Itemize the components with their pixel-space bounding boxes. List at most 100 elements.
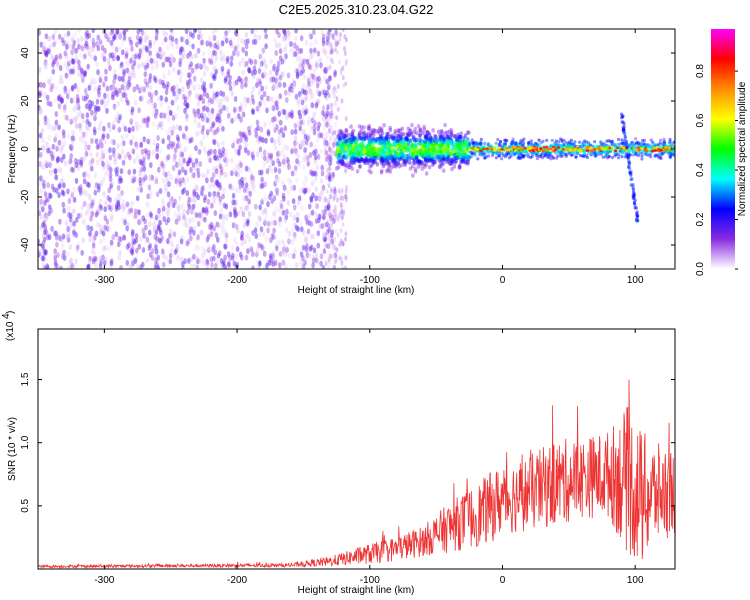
spectrogram-cell — [55, 263, 59, 269]
spectrogram-cell — [131, 240, 135, 247]
spectrogram-cell — [232, 167, 236, 174]
spectrogram-cell — [201, 259, 206, 266]
spectrogram-cell — [62, 107, 67, 114]
spectrogram-cell — [189, 80, 193, 87]
spectrogram-cell — [123, 92, 128, 99]
spectrogram-cell — [301, 229, 306, 236]
spectrogram-cell — [239, 254, 244, 261]
spectrogram-cell — [233, 45, 238, 52]
spectrogram-cell — [402, 161, 407, 166]
spectrogram-cell — [122, 34, 127, 41]
spectrogram-cell — [73, 117, 77, 124]
spectrogram-cell — [349, 162, 353, 168]
spectrogram-cell — [170, 99, 175, 106]
spectrogram-cell — [214, 168, 219, 175]
spectrogram-cell — [326, 35, 330, 42]
spectrogram-cell — [231, 142, 235, 149]
spectrogram-cell — [325, 32, 329, 38]
spectrogram-cell — [287, 90, 292, 97]
spectrogram-cell — [146, 153, 151, 160]
spectrogram-cell — [310, 52, 315, 59]
spectrogram-cell — [66, 236, 71, 243]
spectrogram-cell — [640, 142, 644, 146]
spectrogram-cell — [288, 165, 293, 171]
spectrogram-cell — [183, 258, 187, 265]
spectrogram-cell — [335, 32, 339, 37]
spectrogram-cell — [311, 124, 315, 131]
spectrogram-cell — [297, 120, 302, 127]
spectrogram-cell — [276, 151, 280, 157]
spectrogram-cell — [94, 106, 98, 113]
spectrogram-cell — [289, 82, 294, 89]
spectrogram-cell — [79, 51, 83, 58]
spectrogram-cell — [257, 68, 262, 74]
spectrogram-cell — [99, 255, 104, 261]
spectrogram-cell — [224, 154, 228, 161]
spectrogram-cell — [255, 119, 260, 126]
spectrogram-cell — [216, 181, 220, 188]
spectrogram-cell — [130, 200, 134, 207]
spectrogram-cell — [238, 130, 242, 137]
spectrogram-cell — [212, 75, 217, 82]
spectrogram-cell — [559, 150, 563, 154]
spectrogram-cell — [170, 85, 174, 92]
spectrogram-cell — [152, 39, 157, 46]
spectrogram-cell — [85, 112, 90, 119]
spectrogram-cell — [466, 161, 470, 166]
spectrogram-cell — [165, 129, 170, 136]
spectrogram-cell — [249, 59, 254, 66]
spectrogram-cell — [283, 185, 288, 192]
spectrogram-cell — [312, 111, 317, 118]
spectrogram-cell — [334, 88, 338, 94]
spectrogram-cell — [65, 233, 70, 240]
spectrogram-cell — [238, 179, 242, 185]
spectrogram-cell — [203, 105, 207, 111]
spectrogram-cell — [128, 59, 133, 66]
spectrogram-cell — [175, 88, 180, 95]
spectrogram-cell — [76, 104, 81, 111]
spectrogram-cell — [294, 149, 299, 156]
spectrogram-cell — [302, 89, 307, 96]
spectrogram-cell — [111, 84, 116, 91]
spectrogram-cell — [257, 261, 262, 267]
spectrogram-cell — [287, 164, 291, 171]
spectrogram-cell — [75, 244, 80, 251]
spectrogram-cell — [55, 60, 59, 67]
spectrogram-cell — [209, 256, 214, 263]
spectrogram-cell — [282, 143, 287, 150]
spectrogram-cell — [129, 207, 134, 214]
spectrogram-cell — [90, 211, 94, 218]
spectrogram-cell — [93, 55, 98, 62]
spectrogram-cell — [155, 235, 159, 242]
spectrogram-cell — [224, 203, 229, 210]
spectrogram-cell — [174, 113, 178, 119]
spectrogram-cell — [38, 152, 41, 159]
spectrogram-cell — [126, 221, 130, 228]
spectrogram-cell — [125, 51, 129, 58]
spectrogram-cell — [171, 124, 176, 131]
spectrogram-cell — [156, 124, 160, 130]
spectrogram-cell — [186, 72, 191, 79]
spectrogram-cell — [560, 144, 564, 148]
spectrogram-cell — [162, 169, 166, 176]
spectrogram-cell — [205, 258, 209, 265]
spectrogram-cell — [305, 75, 310, 82]
spectrogram-cell — [249, 246, 254, 253]
spectrogram-cell — [95, 209, 100, 216]
spectrogram-cell — [340, 240, 344, 246]
spectrogram-cell — [219, 166, 224, 173]
spectrogram-cell — [277, 42, 282, 49]
spectrogram-cell — [183, 220, 187, 227]
spectrogram-cell — [273, 219, 277, 226]
spectrogram-cell — [444, 153, 448, 158]
spectrogram-cell — [266, 95, 270, 102]
spectrogram-cell — [231, 42, 235, 49]
spectrogram-cell — [449, 131, 453, 137]
spectrogram-cell — [272, 195, 277, 202]
spectrogram-cell — [159, 237, 163, 244]
spectrogram-cell — [198, 95, 202, 102]
spectrogram-cell — [181, 265, 185, 269]
spectrogram-cell — [371, 159, 376, 164]
spectrogram-cell — [147, 184, 152, 191]
spectrogram-cell — [307, 252, 311, 259]
